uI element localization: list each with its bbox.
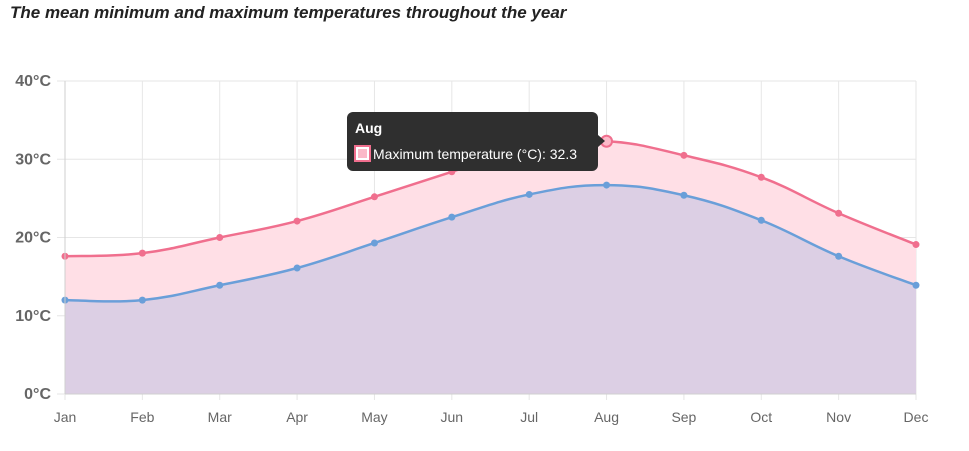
x-tick-label: Feb: [130, 409, 154, 425]
series-0-point[interactable]: [138, 249, 146, 257]
series-0-point[interactable]: [216, 234, 224, 241]
series-0-point[interactable]: [370, 193, 378, 201]
series-1-point[interactable]: [216, 281, 224, 289]
y-tick-label: 40°C: [15, 73, 51, 90]
tooltip-caret: [598, 135, 605, 147]
series-1-point[interactable]: [293, 264, 301, 272]
series-1-point[interactable]: [912, 281, 920, 289]
x-tick-label: Apr: [286, 409, 308, 425]
series-1-point[interactable]: [835, 252, 843, 260]
axes: 0°C 10°C 20°C 30°C 40°C Jan Feb Mar Apr May Jun Jul…: [15, 73, 928, 425]
points: [61, 137, 920, 304]
series-1-point[interactable]: [138, 296, 146, 304]
tooltip-box: [347, 112, 598, 171]
tooltip: Aug Maximum temperature (°C): 32.3: [347, 112, 614, 171]
series-1-point[interactable]: [757, 216, 765, 224]
y-tick-label: 10°C: [15, 308, 51, 325]
x-tick-label: Jun: [441, 409, 464, 425]
x-tick-label: Mar: [208, 409, 232, 425]
series-1-point[interactable]: [603, 181, 611, 189]
x-tick-label: May: [361, 409, 387, 425]
series-0-point[interactable]: [835, 209, 843, 217]
areas: [65, 140, 916, 394]
y-tick-label: 0°C: [24, 386, 51, 403]
series-1-point[interactable]: [680, 191, 688, 199]
series-0-point[interactable]: [293, 217, 301, 225]
series-0-point[interactable]: [912, 241, 920, 249]
series-1-point[interactable]: [370, 239, 378, 247]
x-tick-label: Dec: [904, 409, 929, 425]
tooltip-swatch-fill: [358, 149, 367, 158]
chart-title: The mean minimum and maximum temperature…: [10, 3, 567, 22]
series-1-point[interactable]: [525, 190, 533, 198]
y-tick-label: 20°C: [15, 230, 51, 247]
x-tick-label: Nov: [826, 409, 851, 425]
series-0-point[interactable]: [680, 151, 688, 159]
series-1-point[interactable]: [448, 213, 456, 221]
x-tick-label: Aug: [594, 409, 619, 425]
series-1-area: [65, 185, 916, 394]
x-tick-label: Oct: [750, 409, 772, 425]
series-0-point[interactable]: [757, 173, 765, 181]
tooltip-title: Aug: [355, 120, 382, 136]
tooltip-label: Maximum temperature (°C): 32.3: [373, 146, 577, 162]
x-tick-label: Jul: [520, 409, 538, 425]
x-tick-label: Jan: [54, 409, 77, 425]
x-tick-label: Sep: [671, 409, 696, 425]
y-tick-label: 30°C: [15, 151, 51, 168]
